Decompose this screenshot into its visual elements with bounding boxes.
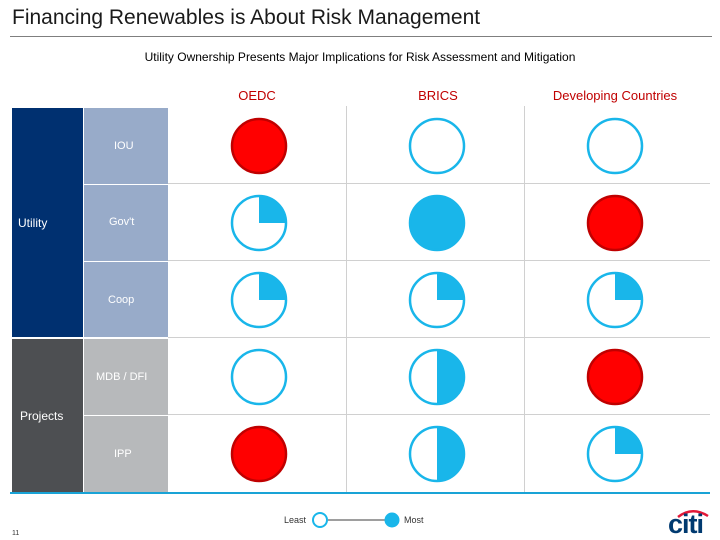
page-title: Financing Renewables is About Risk Manag…	[12, 6, 481, 29]
harvey-ball-circle	[410, 196, 464, 250]
legend-scale	[312, 512, 400, 528]
harvey-ball-circle	[588, 350, 642, 404]
row-header-iou	[84, 108, 168, 184]
utility-group-block	[12, 108, 83, 337]
rating-ipp-developing	[586, 425, 644, 483]
harvey-ball-fill	[615, 273, 642, 300]
row-divider	[168, 260, 710, 261]
column-header-developing-countries: Developing Countries	[552, 88, 678, 103]
row-label-coop: Coop	[108, 294, 135, 306]
harvey-ball-outline	[408, 348, 466, 406]
harvey-ball-outline	[230, 348, 288, 406]
rating-coop-developing	[586, 271, 644, 329]
rating-govt-oedc	[230, 194, 288, 252]
rating-mdb-dfi-oedc	[230, 348, 288, 406]
harvey-ball-outline	[230, 117, 288, 175]
row-label-govt: Gov't	[109, 216, 135, 228]
rating-coop-oedc	[230, 271, 288, 329]
harvey-ball-outline	[408, 271, 466, 329]
rating-iou-brics	[408, 117, 466, 175]
legend-least-icon	[312, 512, 328, 528]
harvey-ball-outline	[230, 271, 288, 329]
harvey-ball-outline	[586, 425, 644, 483]
harvey-ball-fill	[259, 196, 286, 223]
harvey-ball-fill	[437, 350, 464, 404]
row-divider	[168, 183, 710, 184]
row-header-ipp	[84, 416, 168, 492]
harvey-ball-fill	[259, 273, 286, 300]
row-header-coop	[84, 262, 168, 337]
row-divider	[168, 414, 710, 415]
rating-mdb-dfi-developing	[586, 348, 644, 406]
projects-group-block	[12, 339, 83, 492]
row-label-iou: IOU	[114, 140, 134, 152]
harvey-ball-circle	[588, 119, 642, 173]
column-divider	[524, 106, 525, 492]
rating-govt-developing	[586, 194, 644, 252]
row-divider	[168, 337, 710, 338]
citi-logo-arc-icon	[677, 510, 709, 518]
harvey-ball-outline	[230, 425, 288, 483]
risk-matrix: Utility IOU Gov't Coop Projects MDB / DF…	[10, 106, 710, 492]
bottom-accent-line	[10, 492, 710, 494]
row-label-ipp: IPP	[114, 448, 132, 460]
page-subtitle: Utility Ownership Presents Major Implica…	[144, 50, 576, 64]
row-header-mdb-dfi	[84, 339, 168, 415]
harvey-ball-outline	[586, 194, 644, 252]
rating-ipp-oedc	[230, 425, 288, 483]
rating-coop-brics	[408, 271, 466, 329]
harvey-ball-circle	[588, 196, 642, 250]
harvey-ball-outline	[408, 194, 466, 252]
rating-govt-brics	[408, 194, 466, 252]
group-label-utility: Utility	[18, 216, 48, 230]
group-label-projects: Projects	[20, 409, 64, 423]
harvey-ball-fill	[437, 273, 464, 300]
harvey-ball-outline	[586, 271, 644, 329]
harvey-ball-circle	[410, 119, 464, 173]
legend-most-icon	[384, 512, 400, 528]
legend-least-label: Least	[284, 515, 307, 525]
harvey-ball-fill	[615, 427, 642, 454]
harvey-ball-circle	[232, 350, 286, 404]
harvey-ball-outline	[230, 194, 288, 252]
row-label-mdb-dfi: MDB / DFI	[96, 371, 148, 383]
column-header-brics: BRICS	[418, 88, 458, 103]
harvey-ball-circle	[232, 119, 286, 173]
legend-most-label: Most	[404, 515, 424, 525]
title-divider	[10, 36, 712, 37]
rating-mdb-dfi-brics	[408, 348, 466, 406]
harvey-ball-circle	[232, 427, 286, 481]
citi-logo: citi	[668, 509, 704, 539]
page-number: 11	[12, 530, 20, 537]
rating-ipp-brics	[408, 425, 466, 483]
harvey-ball-outline	[408, 117, 466, 175]
harvey-ball-outline	[586, 348, 644, 406]
harvey-ball-outline	[408, 425, 466, 483]
row-header-govt	[84, 185, 168, 261]
harvey-ball-outline	[586, 117, 644, 175]
column-divider	[346, 106, 347, 492]
column-header-oedc: OEDC	[238, 88, 276, 103]
rating-iou-oedc	[230, 117, 288, 175]
harvey-ball-fill	[437, 427, 464, 481]
rating-iou-developing	[586, 117, 644, 175]
